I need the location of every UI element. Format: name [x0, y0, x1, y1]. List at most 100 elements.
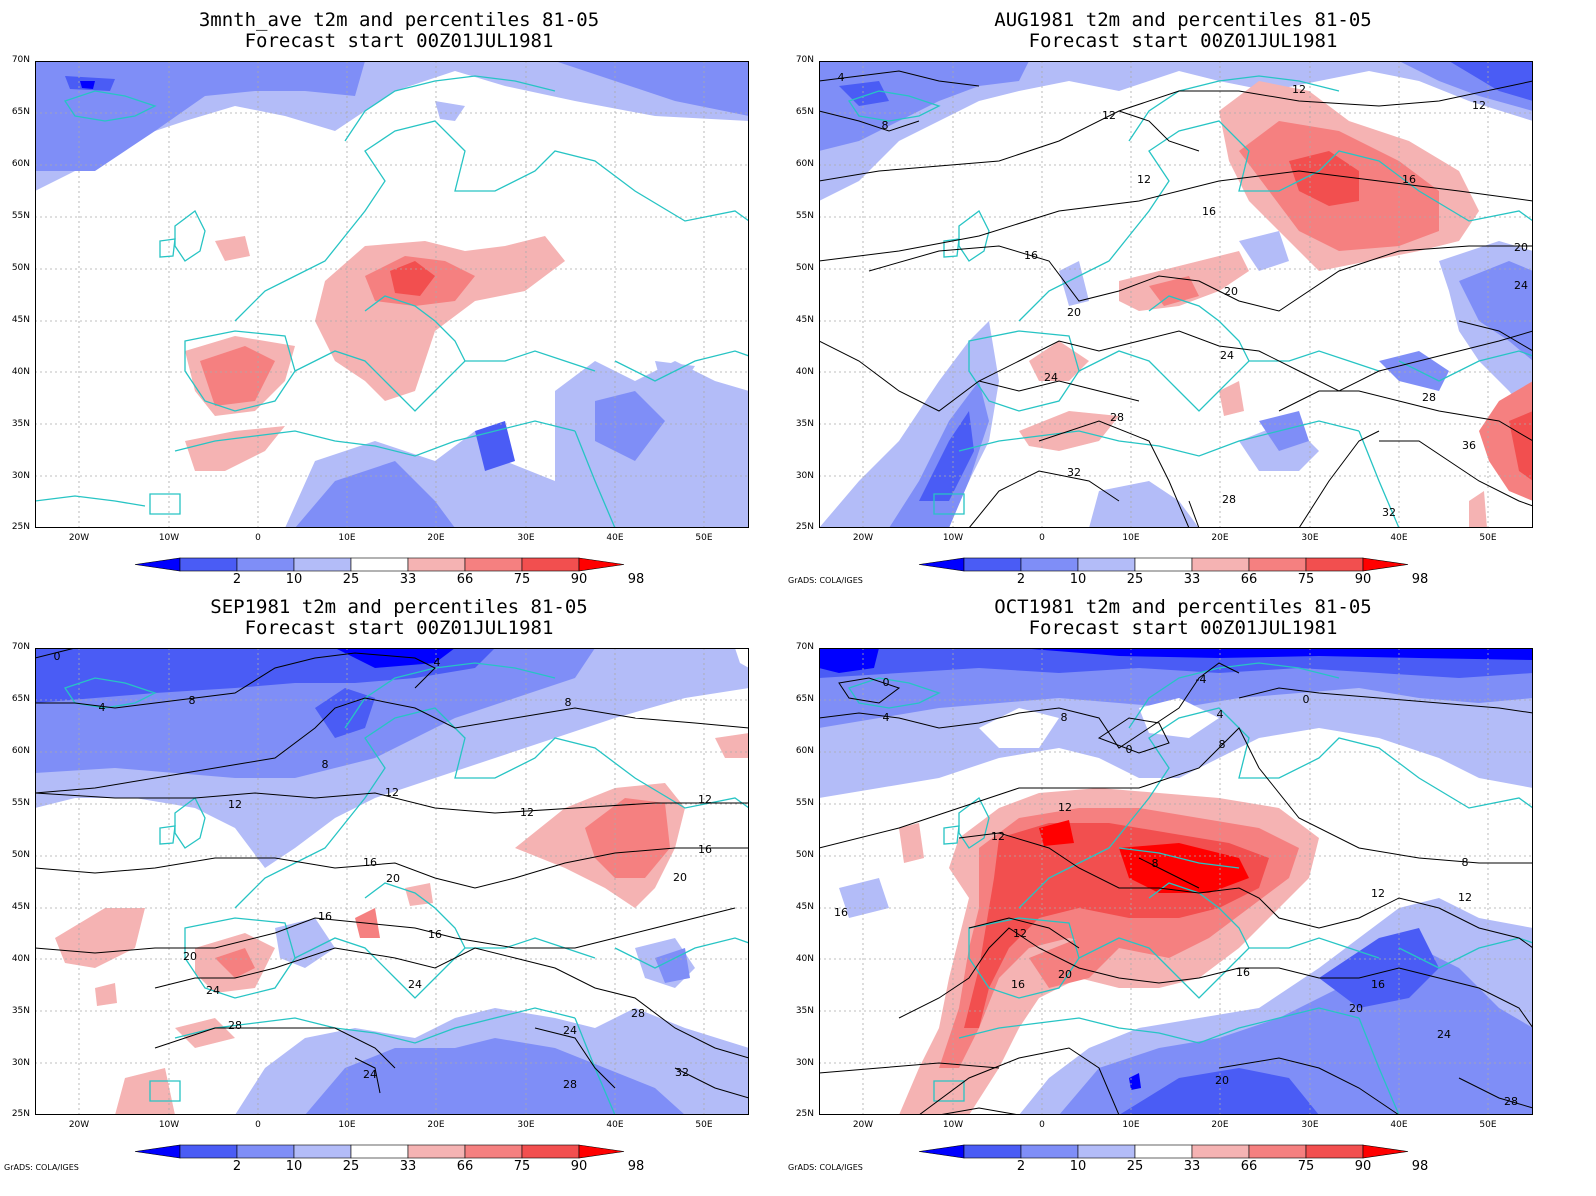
lat-label: 40N: [11, 367, 30, 377]
lat-lon-grid: [819, 61, 1533, 528]
lat-label: 55N: [795, 211, 814, 221]
contour-label: 20: [1349, 1002, 1363, 1015]
contour-label: 28: [228, 1019, 242, 1032]
contour-label: 32: [675, 1066, 689, 1079]
contour-label: 24: [363, 1068, 377, 1081]
contour-label: 0: [883, 676, 890, 689]
colorbar-label: 10: [285, 572, 303, 587]
contour-label: 20: [1224, 285, 1238, 298]
colorbar-swatch: [1020, 557, 1079, 572]
contour-labels: -4 0 0 0 4 4 8 8 8 8 12 12 12 12 12 16 1…: [834, 673, 1518, 1108]
lat-label: 50N: [795, 263, 814, 273]
lon-label: 50E: [695, 533, 713, 543]
contour-label: 20: [386, 872, 400, 885]
lon-label: 10W: [158, 533, 180, 543]
colorbar-label: 75: [513, 1159, 531, 1174]
colorbar-arrow-low: [134, 557, 181, 572]
lat-label: 65N: [795, 694, 814, 704]
contour-label: 24: [408, 978, 422, 991]
lon-label: 50E: [1479, 1120, 1497, 1130]
colorbar-label: 98: [627, 572, 645, 587]
shading-red: [185, 236, 565, 471]
colorbar-arrow-low: [134, 1144, 181, 1159]
coastlines: [847, 662, 1533, 1115]
lon-label: 0: [1039, 1120, 1045, 1130]
colorbar-label: 2: [1016, 572, 1026, 587]
contour-label: 16: [1236, 966, 1250, 979]
colorbar-swatch: [236, 1144, 295, 1159]
lon-label: 20W: [68, 1120, 90, 1130]
lat-label: 60N: [795, 746, 814, 756]
colorbar-swatch: [464, 1144, 523, 1159]
contour-label: 4: [883, 711, 890, 724]
map-layer: -4 0 0 0 4 4 8 8 8 8 12 12 12 12 12 16 1…: [819, 648, 1533, 1115]
lon-label: 20E: [1211, 533, 1229, 543]
lat-label: 65N: [795, 107, 814, 117]
lat-label: 55N: [11, 798, 30, 808]
map-layer: [35, 61, 749, 528]
contour-label: 16: [1402, 173, 1416, 186]
coastlines: [847, 75, 1533, 528]
contour-label: 28: [631, 1007, 645, 1020]
lon-label: 10W: [942, 533, 964, 543]
contour-label: 24: [1514, 279, 1528, 292]
coastlines: [35, 75, 749, 528]
contour-label: 0: [1303, 693, 1310, 706]
contour-label: 12: [1458, 891, 1472, 904]
colorbar-label: 75: [1297, 572, 1315, 587]
colorbar-graphic: [134, 1144, 625, 1159]
shading-blue: [35, 648, 749, 1115]
panel-title: AUG1981 t2m and percentiles 81-05: [994, 9, 1372, 31]
colorbar-label: 25: [1126, 1159, 1144, 1174]
colorbar-swatch: [236, 557, 295, 572]
contour-label: 12: [1058, 801, 1072, 814]
lat-label: 70N: [795, 55, 814, 65]
lat-label: 25N: [11, 522, 30, 532]
lon-label: 40E: [1390, 533, 1408, 543]
contour-label: 12: [698, 793, 712, 806]
contour-label: 20: [1514, 241, 1528, 254]
contour-label: 12: [228, 798, 242, 811]
map-panel-sep: SEP1981 t2m and percentiles 81-05 Foreca…: [0, 587, 798, 1185]
colorbar-label: 90: [1354, 1159, 1372, 1174]
map-area: 4 8 12 12 12 12 16 16 16 20 20 20 24 24 …: [819, 61, 1533, 528]
lon-label: 20W: [852, 1120, 874, 1130]
contour-label: 24: [563, 1024, 577, 1037]
colorbar-label: 98: [627, 1159, 645, 1174]
contour-label: 32: [1067, 466, 1081, 479]
lat-label: 40N: [795, 367, 814, 377]
colorbar-swatch: [521, 1144, 580, 1159]
colorbar-swatch: [963, 1144, 1022, 1159]
grads-credit: GrADS: COLA/IGES: [788, 1163, 863, 1172]
lon-label: 10E: [338, 533, 356, 543]
contour-label: 0: [54, 650, 61, 663]
contour-label: 20: [1058, 968, 1072, 981]
colorbar-swatch: [464, 557, 523, 572]
colorbar-arrow-low: [918, 1144, 965, 1159]
lat-label: 65N: [11, 694, 30, 704]
lon-label: 10E: [1122, 1120, 1140, 1130]
colorbar-label: 33: [399, 572, 417, 587]
lon-label: 30E: [1301, 1120, 1319, 1130]
contour-label: 8: [882, 119, 889, 132]
colorbar-label: 98: [1411, 1159, 1429, 1174]
colorbar-label: 66: [1240, 1159, 1258, 1174]
lat-label: 50N: [11, 850, 30, 860]
map-area: 0 4 4 8 8 8 12 12 12 12 16 16 16 16 20 2…: [35, 648, 749, 1115]
colorbar-label: 2: [232, 1159, 242, 1174]
shading-blue: [819, 648, 1533, 1115]
colorbar-swatch: [1248, 557, 1307, 572]
contour-label: 20: [673, 871, 687, 884]
lat-lon-grid: [35, 61, 749, 528]
lat-label: 45N: [795, 315, 814, 325]
colorbar-label: 10: [285, 1159, 303, 1174]
lat-label: 70N: [795, 642, 814, 652]
lon-label: 20W: [852, 533, 874, 543]
map-area: [35, 61, 749, 528]
contour-label: 8: [565, 696, 572, 709]
colorbar-swatch: [1020, 1144, 1079, 1159]
colorbar-swatch: [1191, 557, 1250, 572]
contour-label: 8: [1061, 711, 1068, 724]
lon-label: 20W: [68, 533, 90, 543]
contour-label: 12: [1371, 887, 1385, 900]
